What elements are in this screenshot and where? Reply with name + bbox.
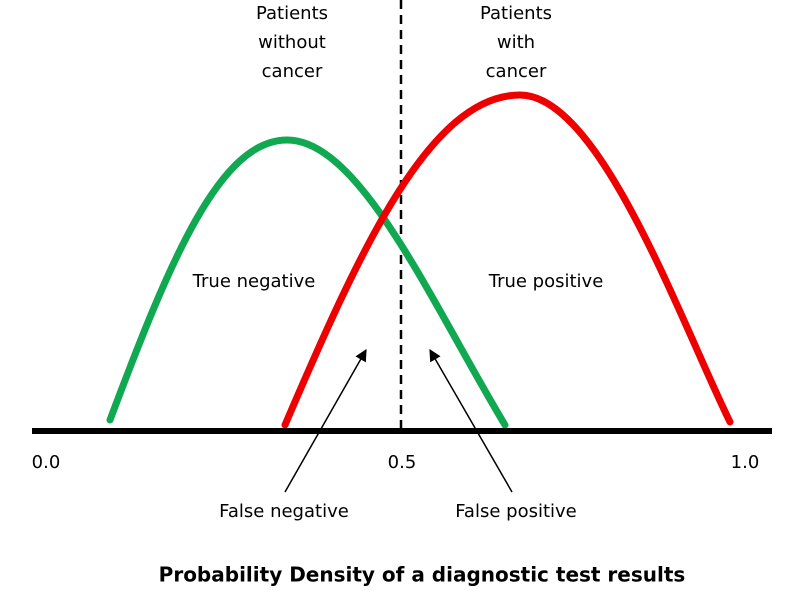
group-label: with	[497, 32, 535, 53]
x-tick-label: 0.0	[32, 452, 61, 473]
group-label: without	[258, 32, 326, 53]
x-tick-label: 0.5	[388, 452, 417, 473]
arrow	[429, 348, 513, 493]
negative-curve	[106, 136, 509, 429]
region-label: True negative	[192, 271, 316, 292]
group-label: Patients	[256, 3, 328, 24]
title: Probability Density of a diagnostic test…	[159, 563, 686, 587]
x-tick-label: 1.0	[731, 452, 760, 473]
group-label: Patients	[480, 3, 552, 24]
error-label: False negative	[219, 501, 349, 522]
region-label: True positive	[488, 271, 604, 292]
group-label: cancer	[262, 61, 323, 82]
group-label: cancer	[486, 61, 547, 82]
arrow	[284, 348, 367, 493]
positive-curve	[281, 91, 734, 429]
error-label: False positive	[455, 501, 577, 522]
